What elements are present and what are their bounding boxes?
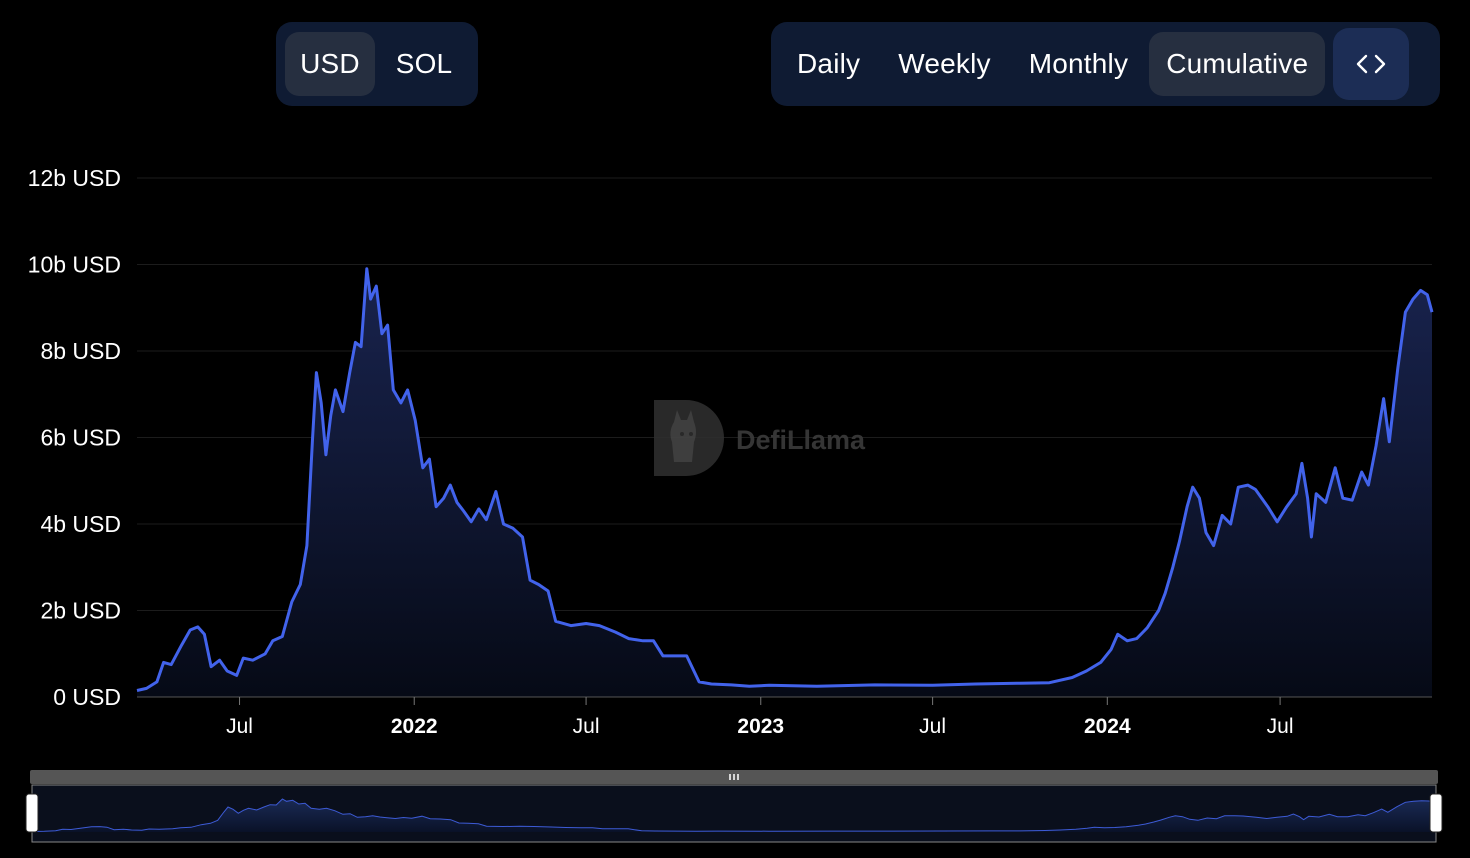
currency-toggle: USD SOL (276, 22, 478, 106)
y-tick-label: 2b USD (40, 598, 121, 624)
x-tick-label: Jul (573, 715, 600, 738)
series-area (137, 268, 1432, 697)
x-tick-label: 2024 (1084, 715, 1131, 738)
x-tick-label: 2023 (737, 715, 784, 738)
llama-logo-icon (654, 400, 724, 476)
weekly-button[interactable]: Weekly (898, 48, 991, 79)
navigator-line (33, 798, 1435, 832)
x-tick-label: Jul (226, 715, 253, 738)
code-brackets-icon (1357, 54, 1386, 74)
y-tick-label: 8b USD (40, 338, 121, 364)
navigator-area (34, 799, 1434, 832)
grip-lines-icon (729, 774, 739, 780)
monthly-button[interactable]: Monthly (1028, 48, 1129, 79)
y-tick-label: 0 USD (53, 684, 121, 710)
y-tick-label: 12b USD (28, 165, 121, 191)
x-tick-label: Jul (919, 715, 946, 738)
series-line (136, 267, 1434, 692)
x-tick-label: 2022 (391, 715, 438, 738)
y-tick-label: 6b USD (40, 425, 121, 451)
y-axis: 0 USD 2b USD 4b USD 6b USD 8b USD 10b USD 12b … (28, 165, 121, 710)
range-navigator[interactable] (25, 770, 1443, 843)
watermark-text: DefiLlama (736, 425, 866, 455)
daily-button[interactable]: Daily (797, 48, 861, 79)
x-tick-label: Jul (1267, 715, 1294, 738)
y-tick-label: 10b USD (28, 252, 121, 278)
y-tick-label: 4b USD (40, 511, 121, 537)
currency-usd-button[interactable]: USD (285, 32, 375, 96)
period-toggle: Daily Weekly Monthly Cumulative (771, 22, 1440, 106)
navigator-left-handle[interactable] (25, 793, 39, 833)
currency-sol-button[interactable]: SOL (395, 48, 453, 79)
navigator-right-handle[interactable] (1429, 793, 1443, 833)
embed-button[interactable] (1333, 28, 1410, 100)
x-axis: Jul 2022 Jul 2023 Jul 2024 Jul (226, 697, 1294, 738)
cumulative-button[interactable]: Cumulative (1149, 32, 1326, 96)
watermark: DefiLlama (654, 400, 866, 476)
